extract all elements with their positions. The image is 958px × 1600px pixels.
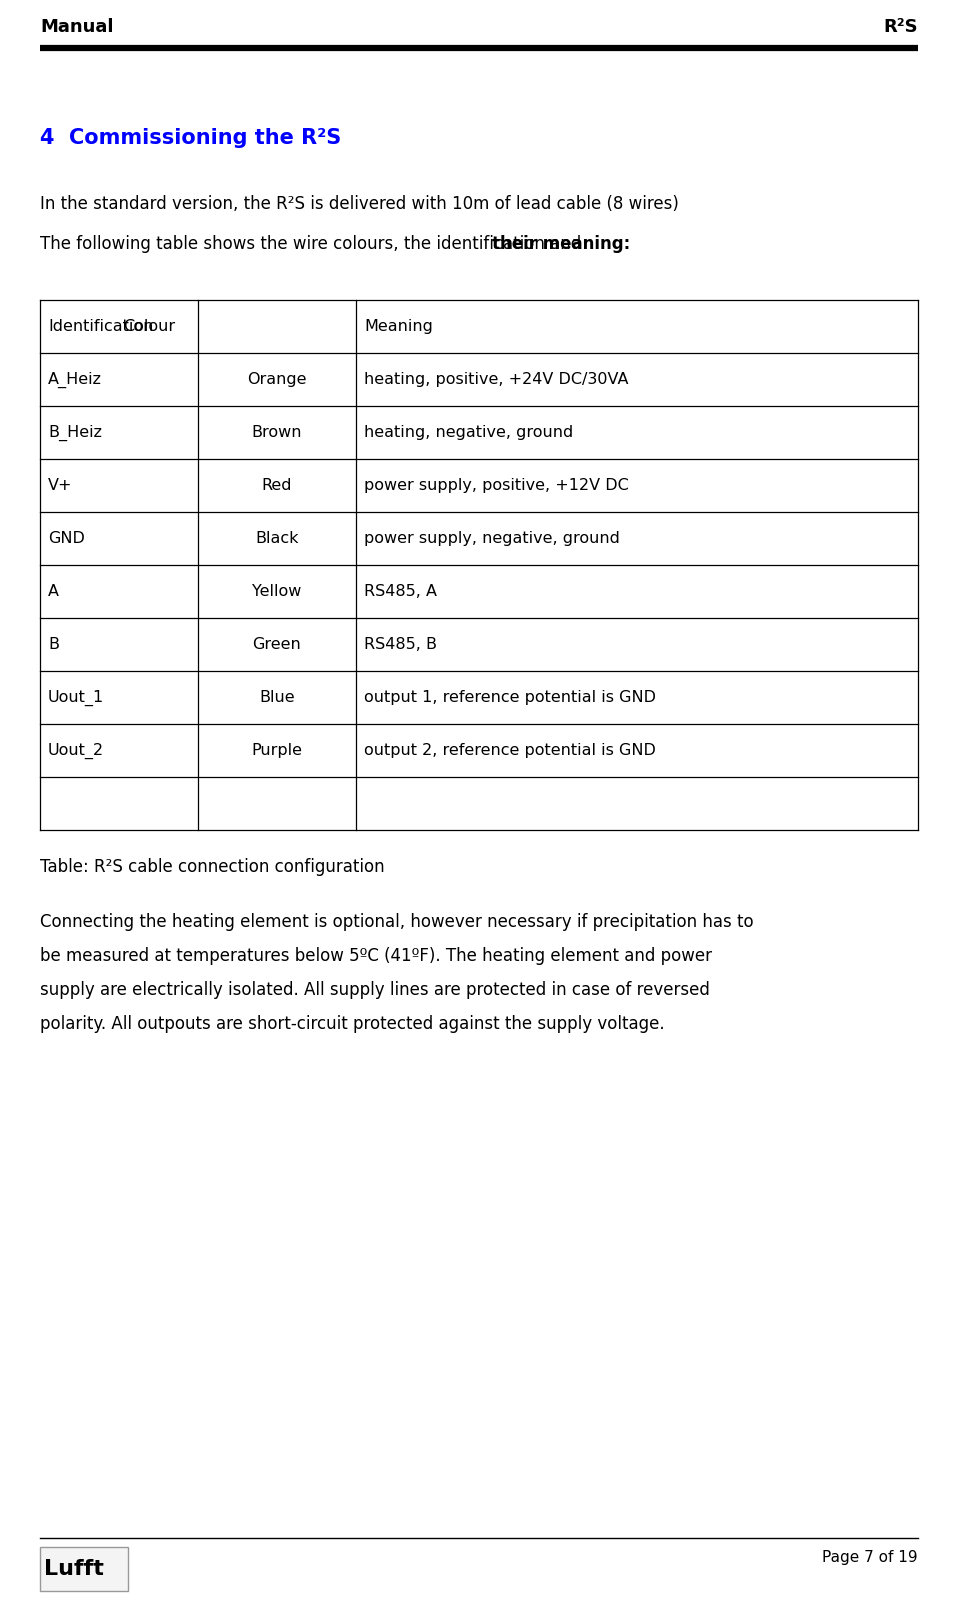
Text: B: B bbox=[48, 637, 59, 653]
Text: Page 7 of 19: Page 7 of 19 bbox=[822, 1550, 918, 1565]
Text: R²S: R²S bbox=[883, 18, 918, 35]
Text: their meaning:: their meaning: bbox=[492, 235, 630, 253]
Text: GND: GND bbox=[48, 531, 85, 546]
Text: A: A bbox=[48, 584, 59, 598]
Text: Brown: Brown bbox=[252, 426, 303, 440]
Text: 4  Commissioning the R²S: 4 Commissioning the R²S bbox=[40, 128, 341, 149]
Text: Purple: Purple bbox=[252, 742, 303, 758]
Text: Red: Red bbox=[262, 478, 292, 493]
Text: power supply, positive, +12V DC: power supply, positive, +12V DC bbox=[364, 478, 628, 493]
Text: Lufft: Lufft bbox=[44, 1558, 103, 1579]
Text: Connecting the heating element is optional, however necessary if precipitation h: Connecting the heating element is option… bbox=[40, 914, 754, 931]
Text: be measured at temperatures below 5ºC (41ºF). The heating element and power: be measured at temperatures below 5ºC (4… bbox=[40, 947, 712, 965]
Text: Black: Black bbox=[255, 531, 299, 546]
Text: output 1, reference potential is GND: output 1, reference potential is GND bbox=[364, 690, 656, 706]
Text: output 2, reference potential is GND: output 2, reference potential is GND bbox=[364, 742, 656, 758]
Text: Orange: Orange bbox=[247, 371, 307, 387]
Text: Table: R²S cable connection configuration: Table: R²S cable connection configuratio… bbox=[40, 858, 384, 877]
Text: Meaning: Meaning bbox=[364, 318, 433, 334]
Text: V+: V+ bbox=[48, 478, 73, 493]
Text: Uout_1: Uout_1 bbox=[48, 690, 104, 706]
Text: polarity. All outpouts are short-circuit protected against the supply voltage.: polarity. All outpouts are short-circuit… bbox=[40, 1014, 665, 1034]
Text: power supply, negative, ground: power supply, negative, ground bbox=[364, 531, 620, 546]
Text: heating, positive, +24V DC/30VA: heating, positive, +24V DC/30VA bbox=[364, 371, 628, 387]
Text: A_Heiz: A_Heiz bbox=[48, 371, 102, 387]
Text: Colour: Colour bbox=[123, 318, 175, 334]
Text: RS485, B: RS485, B bbox=[364, 637, 437, 653]
Text: Identification: Identification bbox=[48, 318, 153, 334]
Text: supply are electrically isolated. All supply lines are protected in case of reve: supply are electrically isolated. All su… bbox=[40, 981, 710, 998]
Text: Yellow: Yellow bbox=[252, 584, 302, 598]
Text: Manual: Manual bbox=[40, 18, 113, 35]
Text: RS485, A: RS485, A bbox=[364, 584, 437, 598]
Text: The following table shows the wire colours, the identification and: The following table shows the wire colou… bbox=[40, 235, 586, 253]
Text: Green: Green bbox=[253, 637, 302, 653]
Bar bbox=[40, 1547, 128, 1590]
Text: In the standard version, the R²S is delivered with 10m of lead cable (8 wires): In the standard version, the R²S is deli… bbox=[40, 195, 679, 213]
Text: Blue: Blue bbox=[260, 690, 295, 706]
Text: Uout_2: Uout_2 bbox=[48, 742, 104, 758]
Text: heating, negative, ground: heating, negative, ground bbox=[364, 426, 573, 440]
Text: B_Heiz: B_Heiz bbox=[48, 424, 102, 440]
